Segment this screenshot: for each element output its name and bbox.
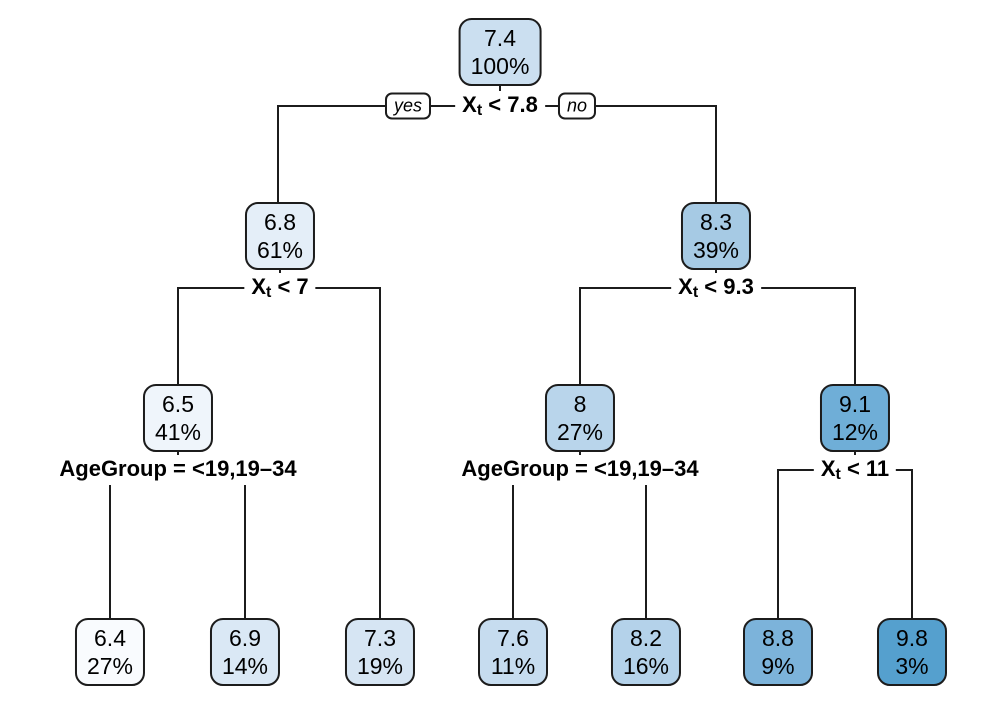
leaf-6-9: 6.9 14% [209,618,281,686]
node-value: 9.1 [839,391,871,417]
node-percent: 41% [154,419,202,445]
node-percent: 100% [470,53,530,79]
branch-xt7-right [379,287,381,619]
node-root: 7.4 100% [458,18,542,86]
split-variable: X [251,274,267,299]
node-percent: 3% [895,653,929,679]
split-variable: X [820,456,836,481]
branch-xt11-right [911,469,913,619]
split-label-xt-7: Xt < 7 [244,273,316,303]
node-8: 8 27% [544,384,616,452]
node-value: 6.8 [264,209,296,235]
node-6-5: 6.5 41% [142,384,214,452]
leaf-8-2: 8.2 16% [610,618,682,686]
leaf-7-3: 7.3 19% [344,618,416,686]
split-subscript: t [476,102,483,119]
branch-root-left [277,105,279,203]
split-label-xt-9-3: Xt < 9.3 [671,273,761,303]
split-variable: AgeGroup = <19,19–34 [59,456,297,481]
node-percent: 11% [490,653,536,679]
node-percent: 19% [356,653,404,679]
split-label-xt-7-8: Xt < 7.8 [455,91,545,121]
node-percent: 16% [622,653,670,679]
branch-root-right [715,105,717,203]
leaf-8-8: 8.8 9% [743,618,813,686]
node-8-3: 8.3 39% [680,202,752,270]
node-percent: 27% [556,419,604,445]
branch-agegroup-right-yes [512,469,514,619]
node-value: 9.8 [896,625,928,651]
node-percent: 27% [86,653,134,679]
branch-xt7-left [177,287,179,385]
node-value: 7.4 [484,25,516,51]
branch-agegroup-left-yes [109,469,111,619]
node-value: 6.5 [162,391,194,417]
node-value: 7.6 [497,625,529,651]
split-condition: < 9.3 [698,274,754,299]
leaf-7-6: 7.6 11% [478,618,548,686]
split-label-agegroup-left: AgeGroup = <19,19–34 [52,455,304,485]
split-variable: X [462,92,477,117]
split-variable: X [678,274,693,299]
split-subscript: t [266,284,272,301]
node-9-1: 9.1 12% [819,384,891,452]
node-value: 6.4 [94,625,126,651]
node-value: 8.3 [700,209,732,235]
branch-agegroup-left-no [244,469,246,619]
node-value: 8 [573,391,587,417]
edge-label-no: no [557,92,597,120]
edge-label-yes: yes [384,92,432,120]
split-condition: < 7.8 [482,92,538,117]
split-condition: < 7 [271,274,309,299]
node-value: 6.9 [229,625,261,651]
leaf-9-8: 9.8 3% [877,618,947,686]
node-value: 8.8 [762,625,794,651]
branch-agegroup-right-no [645,469,647,619]
branch-xt93-right [854,287,856,385]
node-value: 8.2 [630,625,662,651]
split-label-xt-11: Xt < 11 [813,455,897,485]
node-percent: 61% [256,237,304,263]
split-condition: < 11 [840,456,890,481]
branch-xt11-left [777,469,779,619]
node-6-8: 6.8 61% [244,202,316,270]
split-label-agegroup-right: AgeGroup = <19,19–34 [454,455,706,485]
leaf-6-4: 6.4 27% [74,618,146,686]
branch-xt93-left [579,287,581,385]
node-percent: 39% [692,237,740,263]
split-subscript: t [692,284,699,301]
split-subscript: t [835,466,841,483]
split-variable: AgeGroup = <19,19–34 [461,456,699,481]
node-percent: 12% [831,419,879,445]
node-percent: 14% [221,653,269,679]
node-value: 7.3 [364,625,396,651]
node-percent: 9% [761,653,795,679]
